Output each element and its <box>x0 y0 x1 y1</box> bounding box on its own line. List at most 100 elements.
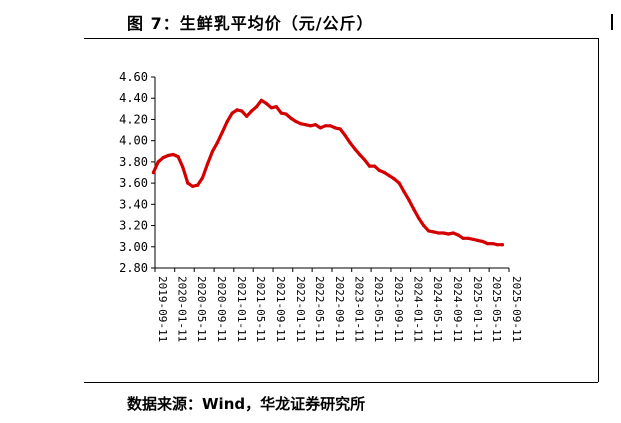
data-point <box>422 224 426 228</box>
data-point <box>495 243 499 247</box>
data-point <box>299 122 303 126</box>
x-tick-label: 2022-05-11 <box>313 276 326 342</box>
data-point <box>500 243 504 247</box>
y-tick-label: 3.80 <box>119 155 148 169</box>
data-point <box>220 130 224 134</box>
data-point <box>176 155 180 159</box>
y-tick-label: 2.80 <box>119 261 148 275</box>
data-point <box>250 109 254 113</box>
data-point <box>318 126 322 130</box>
data-point <box>412 208 416 212</box>
data-point <box>279 111 283 115</box>
data-point <box>377 168 381 172</box>
chart-axes <box>154 77 509 269</box>
data-point <box>200 176 205 180</box>
y-axis-ticks: 4.60 4.40 4.20 4.00 3.80 3.60 3.40 3.20 3.00 2.80 <box>119 70 155 275</box>
data-point <box>441 231 445 235</box>
data-point <box>338 127 342 131</box>
data-point <box>372 164 377 168</box>
x-tick-label: 2024-09-11 <box>451 276 464 342</box>
data-point <box>353 147 357 151</box>
x-tick-label: 2025-05-11 <box>490 276 503 342</box>
x-tick-label: 2025-09-11 <box>510 276 523 342</box>
data-point <box>230 111 234 115</box>
data-point <box>481 239 485 244</box>
data-point <box>269 106 273 110</box>
data-point <box>382 170 386 175</box>
data-point <box>308 124 313 128</box>
data-point <box>240 109 244 113</box>
data-point <box>461 236 465 240</box>
data-point <box>205 162 210 166</box>
x-tick-label: 2021-01-11 <box>235 276 248 342</box>
data-point <box>196 183 200 187</box>
data-point <box>210 149 215 153</box>
data-point <box>255 105 259 109</box>
y-tick-label: 3.60 <box>119 176 148 190</box>
data-point <box>264 101 268 106</box>
y-tick-label: 4.40 <box>119 91 148 105</box>
y-tick-label: 4.20 <box>119 112 148 126</box>
x-tick-label: 2024-05-11 <box>431 276 444 342</box>
y-tick-label: 3.00 <box>119 240 148 254</box>
data-point <box>274 105 278 109</box>
data-point <box>333 126 337 130</box>
data-point <box>451 231 455 235</box>
data-point <box>427 229 431 233</box>
right-border <box>598 38 599 382</box>
x-tick-label: 2020-01-11 <box>176 276 189 342</box>
data-point <box>432 230 436 234</box>
data-point <box>225 120 229 124</box>
x-tick-label: 2023-01-11 <box>353 276 366 342</box>
data-point <box>343 133 347 137</box>
y-tick-label: 4.60 <box>119 70 148 84</box>
data-point <box>245 114 249 118</box>
x-tick-label: 2024-01-11 <box>412 276 425 342</box>
x-tick-label: 2019-09-11 <box>156 276 169 342</box>
x-tick-label: 2023-05-11 <box>372 276 385 342</box>
x-tick-label: 2021-09-11 <box>274 276 287 342</box>
data-point <box>446 232 450 236</box>
data-point <box>407 198 411 202</box>
data-point <box>490 242 495 246</box>
data-point <box>161 156 165 160</box>
data-point <box>156 160 160 164</box>
data-point <box>289 116 293 120</box>
data-point <box>171 152 175 157</box>
corner-mark <box>611 14 613 30</box>
data-point <box>215 141 219 145</box>
y-tick-label: 3.40 <box>119 197 148 211</box>
x-tick-label: 2023-09-11 <box>392 276 405 342</box>
data-point <box>186 181 190 185</box>
data-point <box>456 233 460 237</box>
data-point <box>313 123 318 127</box>
data-point <box>166 153 170 158</box>
data-point <box>259 98 263 102</box>
x-tick-label: 2020-09-11 <box>215 276 228 342</box>
data-point <box>358 152 362 157</box>
data-point <box>235 108 239 112</box>
data-point <box>191 184 195 188</box>
y-tick-label: 3.20 <box>119 219 148 233</box>
data-point <box>485 242 490 246</box>
x-axis-ticks: 2019-09-11 2020-01-11 2020-05-11 2020-09-11… <box>154 268 523 342</box>
data-point <box>471 237 475 241</box>
x-tick-label: 2021-05-11 <box>254 276 267 342</box>
data-point <box>348 141 352 145</box>
data-point <box>323 124 327 128</box>
source-note: 数据来源：Wind，华龙证券研究所 <box>127 395 366 413</box>
x-tick-label: 2020-05-11 <box>195 276 208 342</box>
data-point <box>363 158 367 162</box>
data-point <box>417 216 421 220</box>
data-point <box>436 231 440 235</box>
data-point <box>304 123 308 127</box>
bottom-rule <box>84 382 598 383</box>
data-point <box>181 165 185 169</box>
data-point <box>392 177 396 181</box>
data-point <box>397 181 401 185</box>
data-point <box>367 164 372 168</box>
data-point <box>284 112 288 116</box>
top-rule <box>84 38 598 39</box>
y-tick-label: 4.00 <box>119 134 148 148</box>
